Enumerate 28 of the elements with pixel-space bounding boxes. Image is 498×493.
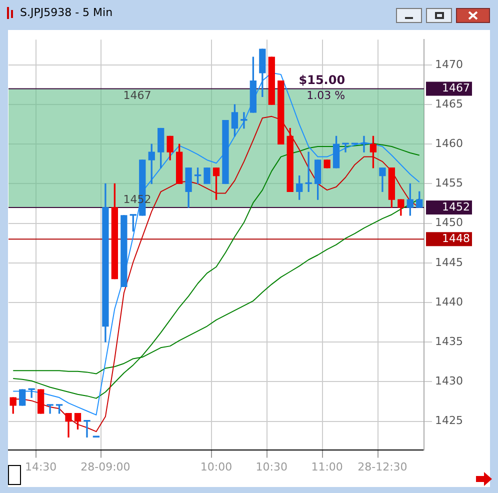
y-tick-label: 1455 [435, 176, 463, 190]
candlestick [84, 420, 90, 438]
x-tick-label: 11:00 [311, 460, 343, 474]
candlestick [46, 404, 54, 414]
candlestick [360, 136, 368, 152]
x-tick-label: 10:30 [256, 460, 288, 474]
y-tick-label: 1465 [435, 97, 463, 110]
y-tick-label: 1435 [435, 334, 463, 348]
candlestick [342, 142, 349, 152]
ref-line-label: 1448 [442, 232, 470, 246]
ref-line-label: 1467 [442, 82, 470, 95]
x-tick-label: 14:30 [24, 460, 57, 474]
y-tick-label: 1440 [435, 295, 463, 308]
x-tick-label: 10:00 [200, 460, 232, 474]
annotation: 1467 [123, 89, 152, 102]
annotation: $15.00 [298, 72, 346, 87]
ref-line-label: 1452 [442, 200, 470, 214]
y-tick-label: 1425 [435, 414, 463, 428]
x-tick-label: 28-09:00 [80, 460, 130, 474]
y-tick-label: 1445 [435, 256, 463, 269]
y-tick-label: 1430 [435, 374, 463, 388]
y-tick-label: 1450 [435, 216, 463, 230]
chart-title: S.JPJ5938 - 5 Min [20, 6, 113, 19]
x-tick-label: 28-12:30 [358, 460, 408, 474]
annotation: 1.03 % [306, 89, 346, 102]
y-tick-label: 1470 [435, 58, 463, 71]
candlestick [240, 112, 248, 129]
y-tick-label: 1460 [435, 136, 463, 150]
